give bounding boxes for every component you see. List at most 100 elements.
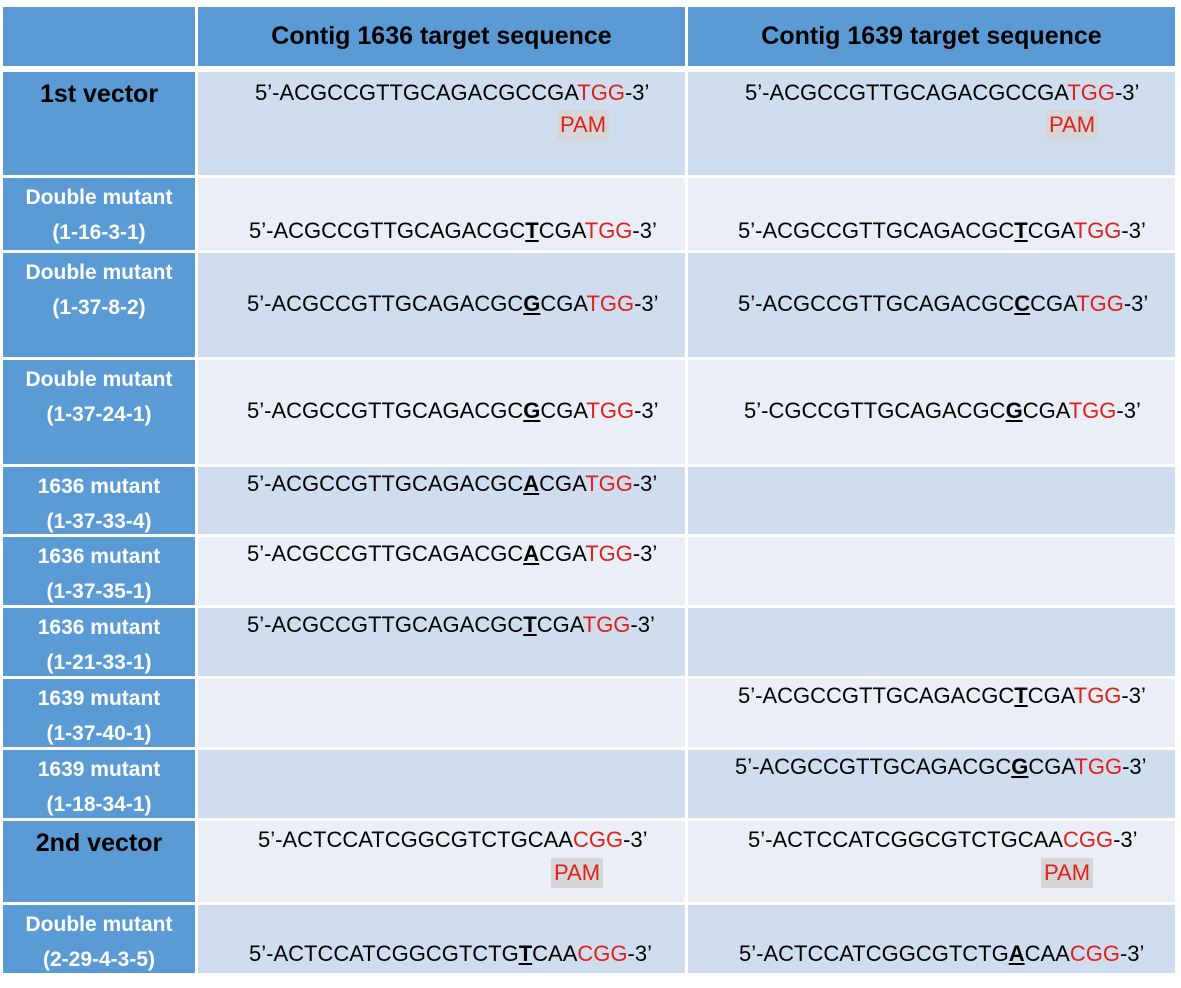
contig-1639-cell <box>688 608 1175 676</box>
row-label-title: 1636 mutant <box>37 616 161 639</box>
pam-sequence: TGG <box>1067 80 1115 105</box>
sequence-middle: CGA <box>538 218 585 243</box>
row-label-id: (1-16-3-1) <box>52 221 146 244</box>
pam-sequence: TGG <box>586 398 635 423</box>
sequence-suffix: -3’ <box>634 291 659 316</box>
pam-label: PAM <box>557 110 610 140</box>
sequence-suffix: -3’ <box>632 541 658 566</box>
row-label-title: Double mutant <box>25 913 173 936</box>
target-sequence: 5’-ACGCCGTTGCAGACGCTCGATGG-3’ <box>738 218 1146 244</box>
sequence-prefix: 5’-ACTCCATCGGCGTCTG <box>739 941 1009 966</box>
mutated-base: G <box>1011 754 1029 779</box>
pam-sequence: TGG <box>584 218 633 243</box>
sequence-middle: CAA <box>532 941 578 966</box>
pam-sequence: CGG <box>572 827 624 852</box>
pam-sequence: TGG <box>1073 683 1122 708</box>
contig-1636-cell <box>198 750 685 818</box>
mutated-base: G <box>523 398 541 423</box>
header-contig-1639: Contig 1639 target sequence <box>688 7 1175 66</box>
pam-sequence: TGG <box>577 80 625 105</box>
contig-1639-cell: 5’-CGCCGTTGCAGACGCGCGATGG-3’ <box>688 360 1175 464</box>
mutated-base: G <box>523 291 541 316</box>
sequence-prefix: 5’-ACGCCGTTGCAGACGC <box>247 398 524 423</box>
row-label: 1639 mutant (1-37-40-1) <box>3 679 195 747</box>
row-label-title: 2nd vector <box>35 829 163 857</box>
sequence-prefix: 5’-ACGCCGTTGCAGACGC <box>735 754 1012 779</box>
target-sequence: 5’-ACTCCATCGGCGTCTGCAACGG-3’ <box>258 827 648 853</box>
row-label: 1st vector <box>3 72 195 175</box>
mutated-base: T <box>1014 218 1028 243</box>
row-label: Double mutant (1-16-3-1) <box>3 178 195 250</box>
sequence-prefix: 5’-ACGCCGTTGCAGACGCCGA <box>255 80 578 105</box>
row-label-id: (1-18-34-1) <box>46 793 152 816</box>
row-label: 1636 mutant (1-37-33-4) <box>3 467 195 534</box>
target-sequence: 5’-ACGCCGTTGCAGACGCTCGATGG-3’ <box>249 218 657 244</box>
sequence-prefix: 5’-ACGCCGTTGCAGACGC <box>738 683 1015 708</box>
pam-sequence: CGG <box>1069 941 1120 966</box>
row-label-id: (1-37-8-2) <box>52 296 146 319</box>
mutated-base: T <box>525 218 539 243</box>
sequence-prefix: 5’-ACTCCATCGGCGTCTGCAA <box>748 827 1063 852</box>
row-label-title: Double mutant <box>25 261 173 284</box>
sequence-middle: CGA <box>1022 398 1069 423</box>
pam-sequence: TGG <box>585 471 633 496</box>
sequence-suffix: -3’ <box>630 612 655 637</box>
target-sequence: 5’-ACGCCGTTGCAGACGCACGATGG-3’ <box>247 471 657 497</box>
contig-1636-cell: 5’-ACGCCGTTGCAGACGCGCGATGG-3’ <box>198 253 685 357</box>
mutated-base: T <box>1014 683 1028 708</box>
sequence-middle: CAA <box>1024 941 1070 966</box>
row-label-id: (2-29-4-3-5) <box>42 948 156 971</box>
sequence-middle: CGA <box>1027 683 1074 708</box>
target-sequence: 5’-ACGCCGTTGCAGACGCGCGATGG-3’ <box>247 291 659 317</box>
mutated-base: A <box>1008 941 1025 966</box>
sequence-prefix: 5’-ACGCCGTTGCAGACGC <box>249 218 526 243</box>
mutated-base: T <box>523 612 537 637</box>
header-contig-1636: Contig 1636 target sequence <box>198 7 685 66</box>
sequence-suffix: -3’ <box>627 941 652 966</box>
sequence-middle: CGA <box>540 291 587 316</box>
sequence-suffix: -3’ <box>1119 941 1145 966</box>
row-label: Double mutant (1-37-24-1) <box>3 360 195 464</box>
target-sequence: 5’-ACGCCGTTGCAGACGCTCGATGG-3’ <box>738 683 1146 709</box>
sequence-suffix: -3’ <box>1113 827 1138 852</box>
sequence-prefix: 5’-ACGCCGTTGCAGACGC <box>247 541 524 566</box>
contig-1636-cell: 5’-ACGCCGTTGCAGACGCGCGATGG-3’ <box>198 360 685 464</box>
contig-1636-cell: 5’-ACTCCATCGGCGTCTGTCAACGG-3’ <box>198 905 685 973</box>
sequence-suffix: -3’ <box>1114 80 1140 105</box>
row-label-title: Double mutant <box>25 186 173 209</box>
sequence-middle: CGA <box>536 612 583 637</box>
header-corner <box>3 7 195 66</box>
row-label-title: 1639 mutant <box>37 758 161 781</box>
sequence-prefix: 5’-ACGCCGTTGCAGACGCCGA <box>745 80 1068 105</box>
sequence-prefix: 5’-ACTCCATCGGCGTCTG <box>249 941 519 966</box>
sequence-suffix: -3’ <box>634 398 659 423</box>
row-label: 1636 mutant (1-37-35-1) <box>3 537 195 605</box>
target-sequence: 5’-ACTCCATCGGCGTCTGCAACGG-3’ <box>748 827 1138 853</box>
sequence-prefix: 5’-ACGCCGTTGCAGACGC <box>738 291 1015 316</box>
sequence-prefix: 5’-ACGCCGTTGCAGACGC <box>738 218 1015 243</box>
pam-label: PAM <box>551 858 604 888</box>
contig-1636-cell: 5’-ACGCCGTTGCAGACGCACGATGG-3’ <box>198 537 685 605</box>
sequence-prefix: 5’-ACTCCATCGGCGTCTGCAA <box>258 827 573 852</box>
contig-1636-cell: 5’-ACGCCGTTGCAGACGCCGATGG-3’ PAM <box>198 72 685 175</box>
mutated-base: A <box>523 471 540 496</box>
sequence-suffix: -3’ <box>1116 398 1141 423</box>
contig-1639-cell: 5’-ACTCCATCGGCGTCTGACAACGG-3’ <box>688 905 1175 973</box>
target-sequence: 5’-ACGCCGTTGCAGACGCGCGATGG-3’ <box>247 398 659 424</box>
pam-sequence: TGG <box>582 612 631 637</box>
target-sequence: 5’-ACGCCGTTGCAGACGCGCGATGG-3’ <box>735 754 1147 780</box>
row-label-id: (1-37-40-1) <box>46 722 152 745</box>
contig-1636-cell: 5’-ACGCCGTTGCAGACGCTCGATGG-3’ <box>198 608 685 676</box>
sequence-suffix: -3’ <box>1123 291 1149 316</box>
target-sequence: 5’-ACGCCGTTGCAGACGCTCGATGG-3’ <box>247 612 655 638</box>
sequence-prefix: 5’-CGCCGTTGCAGACGC <box>744 398 1006 423</box>
pam-sequence: CGG <box>1062 827 1114 852</box>
contig-1636-cell: 5’-ACTCCATCGGCGTCTGCAACGG-3’ PAM <box>198 821 685 902</box>
mutated-base: C <box>1014 291 1031 316</box>
contig-1636-cell <box>198 679 685 747</box>
sequence-suffix: -3’ <box>632 471 658 496</box>
row-label-id: (1-37-24-1) <box>46 403 152 426</box>
target-sequence: 5’-ACTCCATCGGCGTCTGTCAACGG-3’ <box>249 941 652 967</box>
target-sequence: 5’-ACGCCGTTGCAGACGCCCGATGG-3’ <box>738 291 1148 317</box>
